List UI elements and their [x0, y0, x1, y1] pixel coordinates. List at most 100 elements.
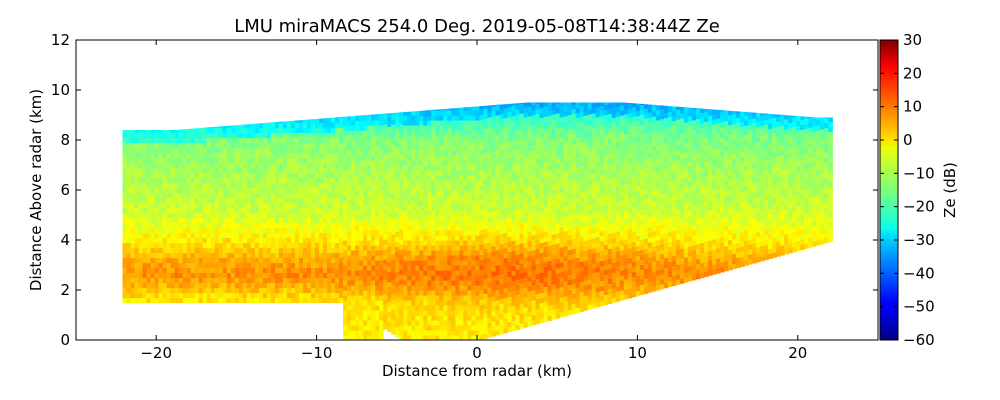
echo-cell: [603, 149, 609, 156]
echo-cell: [539, 102, 545, 109]
echo-cell: [515, 249, 521, 255]
echo-cell: [266, 132, 272, 139]
echo-cell: [583, 230, 589, 236]
echo-cell: [262, 127, 268, 134]
echo-cell: [282, 182, 288, 189]
echo-cell: [583, 115, 589, 121]
echo-cell: [515, 219, 521, 225]
echo-cell: [371, 290, 376, 296]
echo-cell: [519, 203, 525, 209]
echo-cell: [595, 196, 601, 203]
echo-cell: [166, 252, 172, 259]
echo-cell: [515, 204, 521, 210]
echo-cell: [555, 137, 561, 144]
echo-cell: [278, 217, 284, 224]
echo-cell: [479, 209, 485, 215]
echo-cell: [190, 162, 196, 169]
echo-cell: [467, 180, 472, 186]
echo-cell: [331, 177, 336, 184]
echo-cell: [142, 207, 148, 214]
echo-cell: [515, 194, 521, 200]
echo-cell: [383, 324, 388, 330]
echo-cell: [571, 153, 577, 160]
echo-cell: [182, 202, 188, 209]
echo-cell: [559, 196, 565, 203]
echo-cell: [487, 212, 493, 218]
echo-cell: [587, 163, 593, 170]
echo-cell: [298, 172, 304, 179]
echo-cell: [427, 245, 432, 251]
echo-cell: [515, 149, 521, 155]
echo-cell: [198, 257, 204, 264]
echo-cell: [315, 127, 320, 134]
echo-cell: [431, 285, 436, 291]
echo-cell: [515, 209, 521, 215]
echo-cell: [419, 240, 424, 246]
echo-cell: [499, 213, 505, 220]
echo-cell: [186, 242, 192, 249]
echo-cell: [250, 202, 256, 209]
echo-cell: [567, 299, 573, 306]
echo-cell: [491, 320, 497, 327]
echo-cell: [527, 105, 533, 112]
echo-cell: [415, 300, 420, 306]
echo-cell: [186, 162, 192, 169]
echo-cell: [423, 185, 428, 191]
echo-cell: [331, 197, 336, 204]
echo-cell: [270, 147, 276, 154]
echo-cell: [551, 269, 557, 275]
echo-cell: [138, 167, 144, 174]
echo-cell: [327, 187, 332, 194]
echo-cell: [230, 192, 236, 199]
echo-cell: [310, 247, 316, 254]
echo-cell: [395, 112, 400, 118]
echo-cell: [471, 120, 476, 126]
echo-cell: [298, 217, 304, 224]
echo-cell: [387, 211, 392, 218]
echo-cell: [395, 181, 400, 188]
echo-cell: [395, 296, 400, 303]
echo-cell: [415, 111, 420, 116]
echo-cell: [463, 120, 468, 126]
echo-cell: [383, 254, 388, 260]
echo-cell: [315, 202, 320, 209]
echo-cell: [535, 283, 541, 290]
echo-cell: [463, 225, 468, 231]
echo-cell: [379, 240, 384, 246]
echo-cell: [407, 140, 412, 146]
echo-cell: [411, 145, 416, 151]
echo-cell: [555, 147, 561, 154]
echo-cell: [202, 162, 208, 169]
echo-cell: [246, 287, 252, 294]
echo-cell: [367, 120, 372, 126]
echo-cell: [214, 217, 220, 224]
echo-cell: [186, 297, 192, 304]
echo-cell: [583, 295, 589, 301]
echo-cell: [162, 242, 168, 249]
echo-cell: [198, 162, 204, 169]
echo-cell: [363, 175, 368, 181]
echo-cell: [491, 105, 497, 112]
echo-cell: [355, 325, 360, 331]
echo-cell: [475, 255, 481, 261]
echo-cell: [499, 313, 505, 320]
echo-cell: [371, 125, 376, 131]
echo-cell: [455, 165, 460, 171]
echo-cell: [150, 292, 156, 299]
echo-cell: [587, 133, 593, 140]
echo-cell: [375, 240, 380, 246]
echo-cell: [483, 133, 489, 139]
echo-cell: [607, 263, 613, 269]
echo-cell: [194, 142, 200, 149]
echo-cell: [238, 167, 244, 174]
echo-cell: [246, 297, 252, 304]
echo-cell: [503, 297, 509, 304]
echo-cell: [190, 137, 196, 144]
echo-cell: [507, 321, 513, 328]
echo-cell: [531, 269, 537, 276]
echo-cell: [134, 142, 140, 149]
echo-cell: [222, 292, 228, 299]
echo-cell: [126, 292, 132, 299]
echo-cell: [230, 207, 236, 214]
echo-cell: [443, 320, 448, 326]
